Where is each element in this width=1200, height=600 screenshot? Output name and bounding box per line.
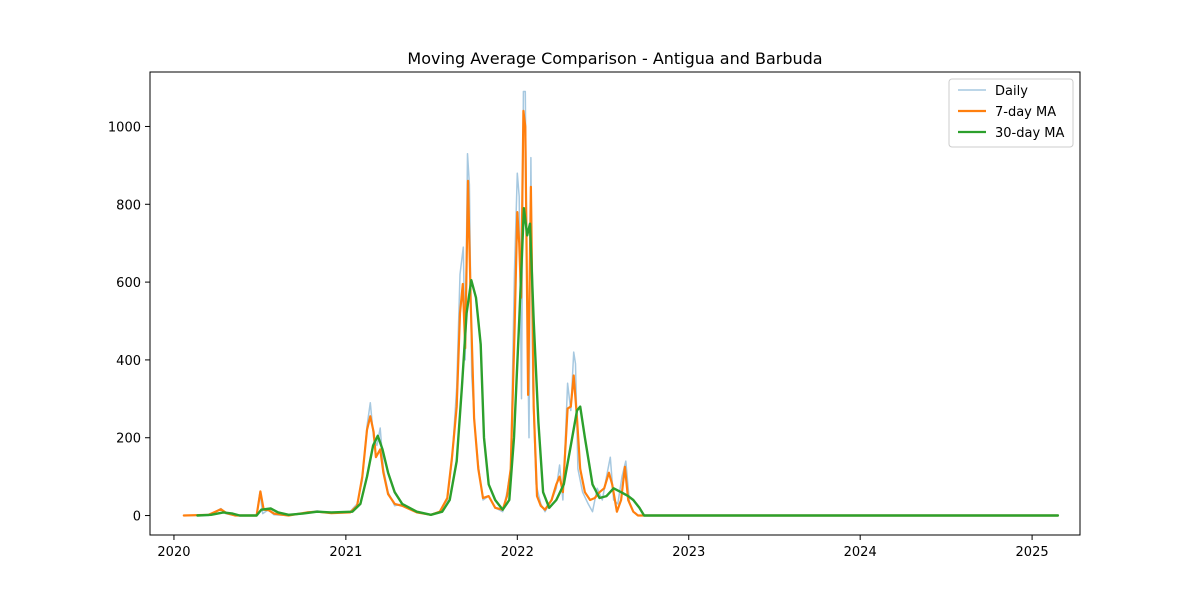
y-axis: 0 200 400 600 800 1000 — [108, 120, 150, 525]
x-axis: 2020 2021 2022 2023 2024 2025 — [157, 535, 1049, 560]
series-line-3 — [196, 207, 1060, 517]
plot-frame — [149, 71, 1081, 536]
y-tick-label: 400 — [116, 354, 141, 369]
x-tick-label: 2023 — [672, 545, 705, 560]
y-tick-label: 1000 — [108, 120, 141, 135]
legend: Daily 7-day MA 30-day MA — [948, 78, 1074, 148]
legend-box — [948, 78, 1074, 148]
legend-label-1: Daily — [995, 84, 1028, 99]
x-tick-label: 2024 — [844, 545, 877, 560]
chart-title: Moving Average Comparison - Antigua and … — [407, 49, 822, 68]
series-layer — [182, 90, 1060, 517]
x-tick-label: 2020 — [157, 545, 190, 560]
legend-label-2: 7-day MA — [995, 105, 1056, 120]
y-tick-label: 200 — [116, 432, 141, 447]
x-tick-label: 2022 — [501, 545, 534, 560]
legend-label-3: 30-day MA — [995, 126, 1064, 141]
x-tick-label: 2021 — [329, 545, 362, 560]
y-tick-label: 0 — [133, 510, 141, 525]
y-tick-label: 600 — [116, 276, 141, 291]
y-tick-label: 800 — [116, 198, 141, 213]
x-tick-label: 2025 — [1016, 545, 1049, 560]
